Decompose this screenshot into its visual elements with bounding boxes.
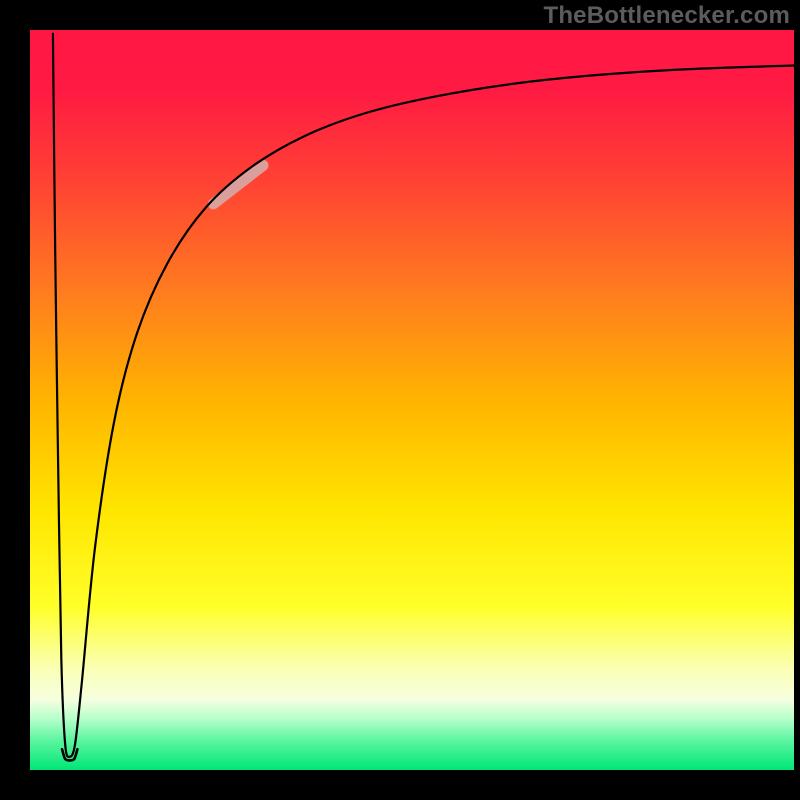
plot-background [30,30,794,770]
watermark-text: TheBottlenecker.com [543,2,790,30]
chart-svg [0,0,800,800]
bottleneck-chart: TheBottlenecker.com [0,0,800,800]
